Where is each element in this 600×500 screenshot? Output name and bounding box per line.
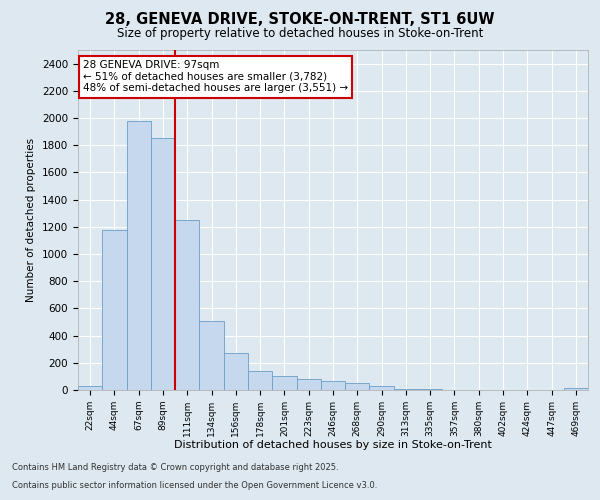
Bar xyxy=(78,386,102,390)
Bar xyxy=(370,386,394,390)
Text: Contains public sector information licensed under the Open Government Licence v3: Contains public sector information licen… xyxy=(12,481,377,490)
Bar xyxy=(272,376,296,390)
Text: Contains HM Land Registry data © Crown copyright and database right 2025.: Contains HM Land Registry data © Crown c… xyxy=(12,464,338,472)
Bar xyxy=(199,320,224,390)
Bar xyxy=(175,220,199,390)
Bar xyxy=(127,120,151,390)
Bar xyxy=(102,230,127,390)
Bar xyxy=(248,371,272,390)
Bar xyxy=(345,382,370,390)
Bar xyxy=(564,388,588,390)
Text: 28 GENEVA DRIVE: 97sqm
← 51% of detached houses are smaller (3,782)
48% of semi-: 28 GENEVA DRIVE: 97sqm ← 51% of detached… xyxy=(83,60,348,94)
Bar xyxy=(224,354,248,390)
Bar xyxy=(151,138,175,390)
Bar xyxy=(321,381,345,390)
Bar xyxy=(394,389,418,390)
Bar xyxy=(296,379,321,390)
Text: Size of property relative to detached houses in Stoke-on-Trent: Size of property relative to detached ho… xyxy=(117,28,483,40)
X-axis label: Distribution of detached houses by size in Stoke-on-Trent: Distribution of detached houses by size … xyxy=(174,440,492,450)
Text: 28, GENEVA DRIVE, STOKE-ON-TRENT, ST1 6UW: 28, GENEVA DRIVE, STOKE-ON-TRENT, ST1 6U… xyxy=(105,12,495,28)
Y-axis label: Number of detached properties: Number of detached properties xyxy=(26,138,37,302)
